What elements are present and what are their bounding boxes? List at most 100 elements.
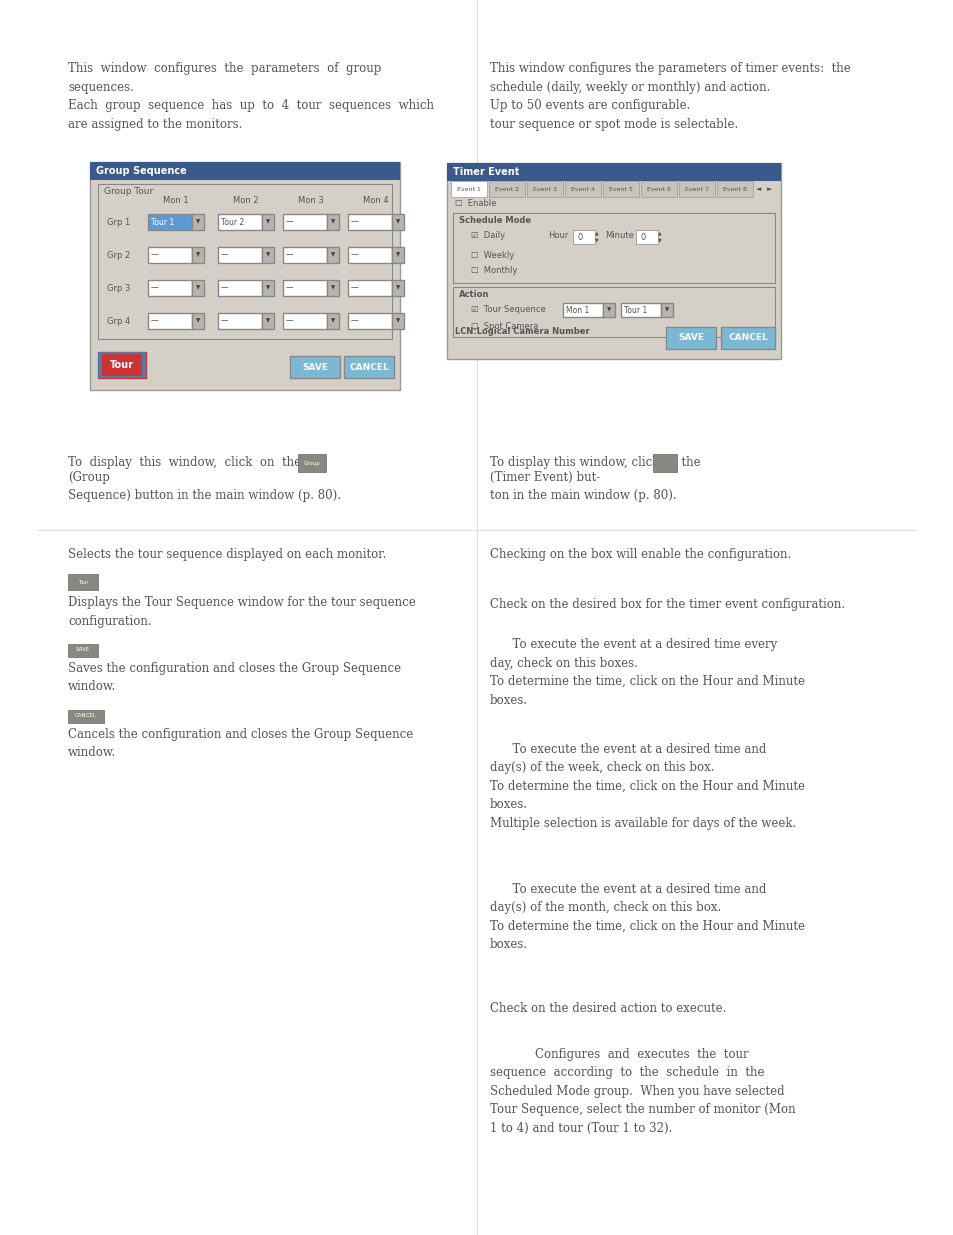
- Bar: [218, 247, 262, 263]
- Text: Mon 1: Mon 1: [565, 305, 589, 315]
- Text: ▼: ▼: [266, 319, 270, 324]
- Bar: [192, 280, 204, 296]
- Bar: [92, 180, 396, 387]
- Text: —: —: [286, 251, 294, 259]
- Bar: [98, 352, 146, 378]
- Text: —: —: [351, 251, 358, 259]
- Text: —: —: [221, 284, 229, 293]
- Text: Hour: Hour: [547, 231, 568, 240]
- Text: Event 4: Event 4: [571, 186, 595, 191]
- Text: Tour: Tour: [110, 359, 133, 370]
- Text: ▼: ▼: [395, 285, 399, 290]
- Text: 0: 0: [639, 232, 645, 242]
- Bar: [392, 280, 403, 296]
- Text: ▼: ▼: [395, 252, 399, 258]
- Text: ▼: ▼: [195, 252, 200, 258]
- Bar: [717, 182, 752, 198]
- Bar: [640, 182, 677, 198]
- Text: ▼: ▼: [266, 285, 270, 290]
- Text: —: —: [286, 217, 294, 226]
- Text: Mon 1: Mon 1: [163, 195, 189, 205]
- Text: ▼: ▼: [658, 237, 661, 242]
- Bar: [218, 214, 262, 230]
- Bar: [447, 163, 781, 182]
- Text: ▼: ▼: [595, 237, 598, 242]
- Bar: [192, 247, 204, 263]
- Bar: [348, 280, 392, 296]
- Bar: [451, 182, 486, 198]
- Text: ☑  Tour Sequence: ☑ Tour Sequence: [471, 305, 545, 314]
- Text: SAVE: SAVE: [76, 647, 90, 652]
- Bar: [327, 214, 338, 230]
- Text: To execute the event at a desired time and
day(s) of the month, check on this bo: To execute the event at a desired time a…: [490, 883, 804, 951]
- Bar: [290, 356, 339, 378]
- Text: ▼: ▼: [266, 220, 270, 225]
- Bar: [262, 214, 274, 230]
- Text: Checking on the box will enable the configuration.: Checking on the box will enable the conf…: [490, 548, 790, 561]
- Text: SAVE: SAVE: [678, 333, 703, 342]
- Text: ☑  Daily: ☑ Daily: [471, 231, 504, 240]
- Bar: [562, 303, 602, 317]
- Text: ▼: ▼: [395, 319, 399, 324]
- Bar: [90, 162, 399, 180]
- Bar: [262, 312, 274, 329]
- Text: —: —: [286, 284, 294, 293]
- Text: Tour 1: Tour 1: [151, 217, 174, 226]
- Bar: [447, 163, 781, 359]
- Bar: [453, 212, 774, 283]
- Text: —: —: [351, 284, 358, 293]
- Bar: [636, 230, 658, 245]
- Bar: [148, 312, 192, 329]
- Text: Schedule Mode: Schedule Mode: [458, 216, 531, 225]
- Bar: [192, 312, 204, 329]
- Text: To display this window, click on the: To display this window, click on the: [490, 456, 700, 469]
- Text: Check on the desired action to execute.: Check on the desired action to execute.: [490, 1002, 725, 1015]
- Text: Mon 3: Mon 3: [297, 195, 323, 205]
- Bar: [68, 643, 98, 657]
- Text: Event 3: Event 3: [533, 186, 557, 191]
- Bar: [327, 247, 338, 263]
- Text: CANCEL: CANCEL: [75, 714, 97, 719]
- Text: Event 5: Event 5: [608, 186, 632, 191]
- Text: SAVE: SAVE: [302, 363, 328, 372]
- Text: Action: Action: [458, 290, 489, 299]
- Text: Minute: Minute: [604, 231, 633, 240]
- Text: ►: ►: [766, 186, 772, 191]
- Bar: [348, 214, 392, 230]
- Text: Tour 2: Tour 2: [221, 217, 244, 226]
- Text: Configures  and  executes  the  tour
sequence  according  to  the  schedule  in : Configures and executes the tour sequenc…: [490, 1049, 795, 1135]
- Bar: [192, 214, 204, 230]
- Text: Group Tour: Group Tour: [104, 186, 153, 196]
- Bar: [564, 182, 600, 198]
- Text: —: —: [151, 316, 158, 326]
- Text: —: —: [221, 316, 229, 326]
- Text: Mon 2: Mon 2: [233, 195, 258, 205]
- Text: ▼: ▼: [331, 252, 335, 258]
- Text: ▼: ▼: [606, 308, 611, 312]
- Text: Timer Event: Timer Event: [453, 167, 518, 177]
- Bar: [602, 182, 639, 198]
- Bar: [344, 356, 394, 378]
- Bar: [102, 354, 142, 375]
- Text: CANCEL: CANCEL: [727, 333, 767, 342]
- Text: ☐  Spot Camera: ☐ Spot Camera: [471, 322, 537, 331]
- Bar: [297, 454, 326, 472]
- Text: ▼: ▼: [331, 220, 335, 225]
- Text: Grp 4: Grp 4: [107, 316, 130, 326]
- Text: ▼: ▼: [331, 285, 335, 290]
- Bar: [348, 312, 392, 329]
- Bar: [449, 182, 779, 357]
- Bar: [327, 312, 338, 329]
- Bar: [660, 303, 672, 317]
- Text: Mon 4: Mon 4: [363, 195, 389, 205]
- Bar: [573, 230, 595, 245]
- Text: Group Sequence: Group Sequence: [96, 165, 187, 177]
- Text: —: —: [351, 217, 358, 226]
- Bar: [602, 303, 615, 317]
- Bar: [526, 182, 562, 198]
- Bar: [68, 710, 104, 722]
- Text: Displays the Tour Sequence window for the tour sequence
configuration.: Displays the Tour Sequence window for th…: [68, 597, 416, 627]
- Bar: [218, 280, 262, 296]
- Bar: [68, 574, 98, 590]
- Text: Grp 3: Grp 3: [107, 284, 130, 293]
